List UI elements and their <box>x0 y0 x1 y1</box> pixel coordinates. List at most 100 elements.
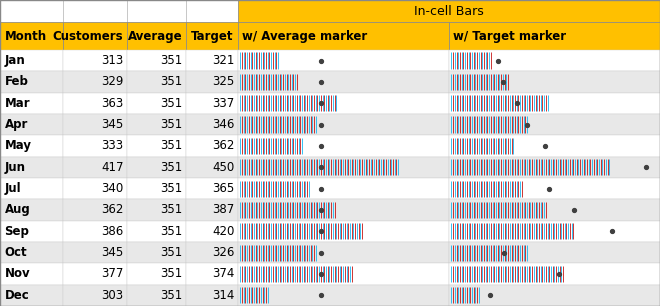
Bar <box>0 157 63 178</box>
Text: 363: 363 <box>101 97 123 110</box>
Text: 351: 351 <box>160 267 183 281</box>
Bar <box>186 71 238 92</box>
Text: 386: 386 <box>101 225 123 238</box>
Bar <box>127 50 186 71</box>
Bar <box>127 22 186 50</box>
Bar <box>186 0 238 22</box>
Bar <box>238 263 449 285</box>
Text: 351: 351 <box>160 246 183 259</box>
Bar <box>63 263 127 285</box>
Bar <box>0 199 63 221</box>
Bar <box>0 22 63 50</box>
Bar <box>127 221 186 242</box>
Bar <box>238 242 449 263</box>
Text: 314: 314 <box>212 289 234 302</box>
Bar <box>186 263 238 285</box>
Text: 351: 351 <box>160 118 183 131</box>
Text: Nov: Nov <box>5 267 30 281</box>
Bar <box>186 242 238 263</box>
Text: 374: 374 <box>212 267 234 281</box>
Bar <box>63 221 127 242</box>
Text: Oct: Oct <box>5 246 27 259</box>
Text: 345: 345 <box>101 118 123 131</box>
Text: 351: 351 <box>160 225 183 238</box>
Text: 362: 362 <box>212 140 234 152</box>
Text: 321: 321 <box>212 54 234 67</box>
Bar <box>0 92 63 114</box>
Bar <box>449 135 660 157</box>
Bar <box>238 92 449 114</box>
Bar <box>0 114 63 135</box>
Bar <box>238 178 449 199</box>
Text: Month: Month <box>5 30 48 43</box>
Bar <box>449 199 660 221</box>
Text: Jan: Jan <box>5 54 25 67</box>
Text: 377: 377 <box>101 267 123 281</box>
Bar <box>127 178 186 199</box>
Bar <box>449 178 660 199</box>
Bar <box>449 285 660 306</box>
Text: Apr: Apr <box>5 118 28 131</box>
Bar <box>63 0 127 22</box>
Bar <box>0 0 63 22</box>
Bar <box>127 114 186 135</box>
Bar <box>127 157 186 178</box>
Text: Mar: Mar <box>5 97 30 110</box>
Bar <box>127 263 186 285</box>
Bar <box>63 135 127 157</box>
Bar <box>127 92 186 114</box>
Text: In-cell Bars: In-cell Bars <box>414 5 484 18</box>
Bar <box>186 114 238 135</box>
Text: 387: 387 <box>212 203 234 216</box>
Bar <box>238 157 449 178</box>
Text: 326: 326 <box>212 246 234 259</box>
Bar <box>63 22 127 50</box>
Bar <box>127 242 186 263</box>
Bar <box>63 199 127 221</box>
Text: 351: 351 <box>160 161 183 174</box>
Text: 313: 313 <box>101 54 123 67</box>
Bar <box>449 50 660 71</box>
Text: 351: 351 <box>160 54 183 67</box>
Bar <box>186 50 238 71</box>
Text: Customers: Customers <box>52 30 123 43</box>
Bar <box>0 50 63 71</box>
Text: 333: 333 <box>101 140 123 152</box>
Text: Feb: Feb <box>5 75 28 88</box>
Text: 351: 351 <box>160 75 183 88</box>
Bar <box>238 71 449 92</box>
Text: 303: 303 <box>101 289 123 302</box>
Text: 417: 417 <box>101 161 123 174</box>
Text: 346: 346 <box>212 118 234 131</box>
Bar <box>238 135 449 157</box>
Text: 329: 329 <box>101 75 123 88</box>
Text: 351: 351 <box>160 97 183 110</box>
Bar <box>449 71 660 92</box>
Bar <box>63 71 127 92</box>
Bar <box>186 135 238 157</box>
Bar <box>238 0 660 22</box>
Text: 345: 345 <box>101 246 123 259</box>
Bar <box>0 71 63 92</box>
Text: Average: Average <box>127 30 182 43</box>
Text: 325: 325 <box>212 75 234 88</box>
Bar <box>0 135 63 157</box>
Text: Jun: Jun <box>5 161 26 174</box>
Bar <box>127 199 186 221</box>
Bar <box>449 22 660 50</box>
Bar <box>0 285 63 306</box>
Bar <box>238 114 449 135</box>
Bar <box>63 50 127 71</box>
Bar <box>238 285 449 306</box>
Text: 337: 337 <box>212 97 234 110</box>
Bar <box>186 285 238 306</box>
Bar <box>449 221 660 242</box>
Bar <box>63 114 127 135</box>
Bar <box>449 157 660 178</box>
Bar <box>63 285 127 306</box>
Bar <box>0 221 63 242</box>
Bar <box>186 22 238 50</box>
Bar <box>63 92 127 114</box>
Bar <box>63 178 127 199</box>
Bar <box>186 199 238 221</box>
